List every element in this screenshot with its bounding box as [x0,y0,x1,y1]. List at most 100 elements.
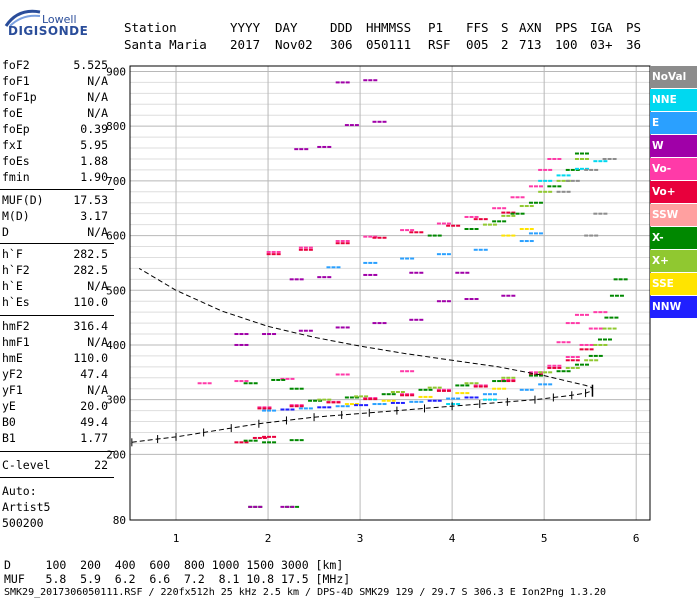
param-label: D [2,225,9,239]
echo-dot [340,326,345,329]
echo-dot [593,354,598,357]
echo-dot [441,300,446,303]
param-label: hmE [2,351,23,365]
echo-dot [234,343,239,346]
echo-dot [386,399,391,402]
echo-dot [441,253,446,256]
echo-dot [579,152,584,155]
param-row: yF1 N/A [2,383,108,399]
echo-dot [533,185,538,188]
param-row: h`Es 110.0 [2,295,108,311]
echo-dot [257,407,262,410]
echo-dot [354,403,359,406]
echo-dot [368,79,373,82]
echo-dot [519,240,524,243]
echo-dot [373,273,378,276]
echo-dot [524,228,529,231]
echo-dot [501,214,506,217]
echo-dot [519,205,524,208]
echo-dot [570,168,575,171]
param-value: 20.0 [80,399,108,413]
echo-dot [557,157,562,160]
echo-dot [575,168,580,171]
echo-dot [506,234,511,237]
echo-dot [304,148,309,151]
header: Station YYYY DAY DDD HHMMSS P1 FFS S AXN… [0,0,700,58]
echo-dot [272,333,277,336]
echo-dot [285,377,290,380]
echo-dot [253,439,258,442]
echo-dot [566,174,571,177]
echo-dot [400,229,405,232]
echo-dot [538,168,543,171]
echo-dot [506,376,511,379]
echo-dot [474,298,479,301]
echo-dot [280,408,285,411]
x-tick-label: 5 [541,532,548,545]
param-label: C-level [2,458,51,472]
param-value: 47.4 [80,367,108,381]
echo-dot [377,322,382,325]
echo-dot [239,380,244,383]
echo-dot [410,394,415,397]
echo-dot [584,313,589,316]
param-label: yE [2,399,16,413]
echo-dot [506,214,511,217]
param-row: B1 1.77 [2,431,108,447]
echo-dot [593,343,598,346]
param-row: MUF(D) 17.53 [2,193,108,209]
param-row: hmF2 316.4 [2,319,108,335]
param-value: N/A [87,74,108,88]
echo-dot [248,439,253,442]
param-label: hmF1 [2,335,30,349]
logo-lowell: Lowell [42,13,77,26]
param-value: 282.5 [73,263,108,277]
x-tick-label: 2 [265,532,272,545]
echo-dot [436,253,441,256]
echo-dot [363,397,368,400]
y-tick-label: 700 [106,175,126,188]
echo-dot [557,364,562,367]
param-row: M(D) 3.17 [2,209,108,225]
echo-dot [584,157,589,160]
echo-dot [253,505,258,508]
echo-dot [272,409,277,412]
echo-dot [584,363,589,366]
echo-dot [381,393,386,396]
echo-dot [428,388,433,391]
param-value: 0.39 [80,122,108,136]
echo-dot [506,378,511,381]
header-value-axn: 713 [519,37,542,52]
echo-dot [272,435,277,438]
echo-dot [243,382,248,385]
echo-dot [565,359,570,362]
param-row: foE N/A [2,106,108,122]
param-value: 17.53 [73,193,108,207]
echo-dot [382,236,387,239]
echo-dot [602,327,607,330]
autoscale-text: Auto: [2,484,37,498]
echo-dot [345,242,350,245]
echo-dot [561,190,566,193]
echo-dot [327,406,332,409]
echo-dot [557,366,562,369]
echo-dot [336,266,341,269]
echo-dot [502,387,507,390]
grid-layer [130,66,650,520]
echo-dot [363,261,368,264]
echo-dot [588,354,593,357]
legend-item-x: X- [650,227,697,249]
echo-dot [428,395,433,398]
echo-dot [239,441,244,444]
echo-dot [335,373,340,376]
legend-item-sse: SSE [650,273,697,295]
echo-dot [299,439,304,442]
echo-dot [543,383,548,386]
echo-dot [441,222,446,225]
echo-dot [538,373,543,376]
echo-dot [543,179,548,182]
echo-dot [552,364,557,367]
echo-dot [427,234,432,237]
param-row: h`F2 282.5 [2,263,108,279]
echo-dot [548,179,553,182]
